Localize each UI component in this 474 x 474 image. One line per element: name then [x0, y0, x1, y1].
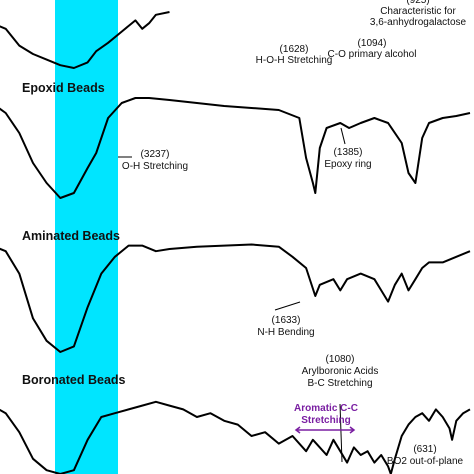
- annotation-text: N-H Bending: [257, 327, 314, 338]
- oh-highlight-band: [55, 0, 118, 474]
- annotation-text: (631): [413, 444, 436, 455]
- panel-title-1: Epoxid Beads: [22, 81, 105, 95]
- annotation-text: (925): [406, 0, 429, 6]
- annotation-text: (1080): [326, 354, 355, 365]
- annotation-text: (1628): [280, 44, 309, 55]
- panel-titles: Epoxid Beads Aminated Beads Boronated Bead…: [22, 81, 126, 387]
- annotation-arrow: [340, 127, 346, 145]
- annotation-text: H-O-H Stretching: [256, 55, 333, 66]
- spectrum-curves: [0, 11, 471, 474]
- annotation-text: Stretching: [301, 415, 350, 426]
- annotation-text: B-C Stretching: [307, 378, 372, 389]
- spectrum-line-0: [0, 11, 170, 69]
- annotation-text: (1633): [272, 315, 301, 326]
- annotation-text: BO2 out-of-plane: [387, 456, 464, 467]
- spectrum-line-3: [0, 400, 471, 474]
- annotation-a6: (1633)N-H Bending: [257, 301, 315, 338]
- spectrum-line-2: [0, 243, 471, 353]
- annotation-a9: (631)BO2 out-of-plane: [387, 444, 464, 467]
- annotation-a5: (1385)Epoxy ring: [324, 127, 372, 170]
- annotation-text: (1385): [334, 147, 363, 158]
- annotation-text: (1094): [358, 38, 387, 49]
- annotation-a1: (925)Characteristic for3,6-anhydrogalact…: [370, 0, 467, 28]
- annotation-text: C-O primary alcohol: [328, 49, 417, 60]
- panel-title-2: Aminated Beads: [22, 229, 120, 243]
- annotation-text: Aromatic C-C: [294, 403, 358, 414]
- annotation-text: (3237): [141, 149, 170, 160]
- annotation-text: O-H Stretching: [122, 161, 188, 172]
- annotation-text: Arylboronic Acids: [302, 366, 379, 377]
- aromatic-range-bracket: [294, 426, 356, 434]
- annotation-text: Epoxy ring: [324, 159, 371, 170]
- annotation-text: Characteristic for: [380, 6, 456, 17]
- annotation-a4: (3237)O-H Stretching: [118, 149, 188, 172]
- spectrum-line-1: [0, 97, 471, 199]
- annotations: (925)Characteristic for3,6-anhydrogalact…: [118, 0, 467, 467]
- annotation-arrow: [339, 403, 343, 463]
- annotation-arrow: [274, 301, 301, 311]
- annotation-a2: (1628)H-O-H Stretching: [256, 44, 333, 66]
- annotation-text: 3,6-anhydrogalactose: [370, 17, 467, 28]
- panel-title-3: Boronated Beads: [22, 373, 126, 387]
- annotation-a3: (1094)C-O primary alcohol: [328, 38, 417, 60]
